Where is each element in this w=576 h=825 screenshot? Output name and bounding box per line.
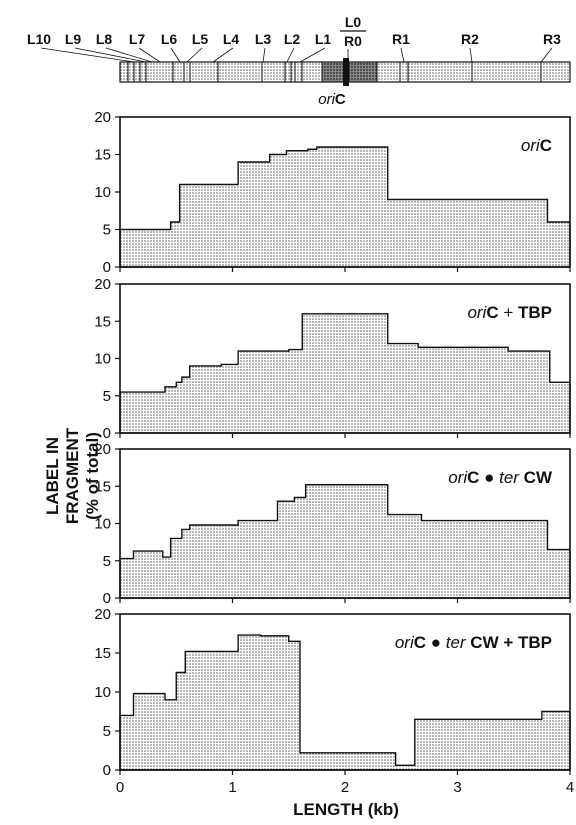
map-fragment-leader — [74, 47, 147, 63]
panel-label: oriC ● ter CW + TBP — [395, 633, 552, 652]
map-label-top: L0 — [345, 14, 362, 30]
panel-label-part: ori — [467, 303, 487, 322]
map-origin-label-part: C — [335, 91, 346, 108]
map-fragment-label: R1 — [392, 31, 410, 47]
y-tick-label: 15 — [94, 313, 111, 330]
map-fragment-leader — [299, 47, 326, 63]
y-tick-label: 15 — [94, 147, 111, 164]
map-label-bottom: R0 — [344, 33, 362, 49]
panel-4: 0 5 10 15 20 oriC ● ter CW + TBP — [94, 606, 571, 779]
panel-label-part: C — [414, 633, 431, 652]
x-tick-label: 2 — [341, 779, 349, 796]
y-tick-label: 20 — [94, 109, 111, 126]
step-area-series — [119, 484, 571, 599]
map-fragment-label: L3 — [255, 31, 272, 47]
y-tick-label: 20 — [94, 276, 111, 293]
map-fragment-leader — [400, 47, 405, 63]
map-fragment-leader — [286, 47, 295, 63]
y-tick-label: 0 — [103, 259, 111, 276]
y-tick-label: 10 — [94, 516, 111, 533]
map-fragment-label: L8 — [96, 31, 113, 47]
map-fragment-leader — [469, 47, 473, 63]
y-tick-label: 10 — [94, 351, 111, 368]
y-tick-label: 0 — [103, 425, 111, 442]
map-fragment-leader — [40, 47, 135, 63]
panel-label-part: ori — [395, 633, 415, 652]
panel-label-part: ori — [521, 136, 541, 155]
panel-label: oriC ● ter CW — [448, 468, 553, 487]
panel-label-part: CW + — [466, 633, 518, 652]
x-axis-title: LENGTH (kb) — [293, 800, 399, 819]
panel-label-part: CW — [519, 468, 553, 487]
map-fragment-label: L1 — [315, 31, 332, 47]
panel-label-part: ter — [499, 468, 520, 487]
map-fragment-leader — [262, 47, 266, 63]
x-tick-label: 4 — [566, 779, 574, 796]
map-fragment-label: L6 — [161, 31, 178, 47]
panel-label-part: ● — [484, 468, 499, 487]
y-axis-title-line2: FRAGMENT — [63, 427, 82, 524]
map-origin-region — [321, 61, 345, 83]
step-area-series — [119, 146, 571, 268]
y-tick-label: 20 — [94, 441, 111, 458]
map-fragment-label: L4 — [223, 31, 240, 47]
y-tick-label: 20 — [94, 606, 111, 623]
restriction-map: L10 L9 L8 L7 L6 L5 L4 L3 L2 L1 R1 R2 R3 L0 R0 oriC — [27, 14, 571, 108]
map-fragment-label: L10 — [27, 31, 51, 47]
map-origin-marker — [343, 58, 349, 86]
y-axis-title-line1: LABEL IN — [43, 437, 62, 515]
y-tick-label: 10 — [94, 184, 111, 201]
panel-2: 0 5 10 15 20 oriC + TBP — [94, 276, 571, 442]
panel-1: 0 5 10 15 20 oriC — [94, 109, 571, 276]
map-origin-region-right — [348, 61, 378, 83]
map-fragment-label: L7 — [129, 31, 146, 47]
y-tick-label: 15 — [94, 478, 111, 495]
map-fragment-leader — [186, 47, 203, 63]
y-tick-label: 5 — [103, 222, 111, 239]
y-tick-label: 0 — [103, 762, 111, 779]
map-fragment-leader — [138, 47, 161, 63]
map-fragment-leader — [170, 47, 181, 63]
map-fragment-label: R2 — [461, 31, 479, 47]
map-fragment-leader — [540, 47, 553, 63]
step-area-series — [119, 634, 571, 771]
y-tick-label: 5 — [103, 723, 111, 740]
step-area-series — [119, 313, 571, 434]
panel-label-part: ori — [448, 468, 468, 487]
map-fragment-label: R3 — [543, 31, 561, 47]
y-axis-title-line3: (% of total) — [83, 432, 102, 520]
panel-label: oriC — [521, 136, 552, 155]
map-fragment-label: L9 — [65, 31, 82, 47]
x-tick-label: 3 — [453, 779, 461, 796]
map-fragment-label: L2 — [284, 31, 301, 47]
panel-label-part: TBP — [518, 303, 552, 322]
map-fragment-label: L5 — [192, 31, 209, 47]
panel-label-part: + — [499, 303, 518, 322]
panel-label-part: C — [486, 303, 498, 322]
y-tick-label: 15 — [94, 645, 111, 662]
panel-label-part: C — [540, 136, 552, 155]
map-origin-label: oriC — [318, 91, 346, 108]
map-fragment-leader — [212, 47, 234, 63]
y-tick-label: 0 — [103, 590, 111, 607]
panel-label: oriC + TBP — [467, 303, 552, 322]
y-tick-label: 5 — [103, 388, 111, 405]
map-fragment-leader — [105, 47, 153, 63]
panel-label-part: TBP — [518, 633, 552, 652]
panel-label-part: ter — [446, 633, 467, 652]
panel-label-part: ● — [431, 633, 446, 652]
panel-3: 0 5 10 15 20 oriC ● ter CW — [94, 441, 571, 607]
map-origin-label-part: ori — [318, 91, 335, 108]
panel-label-part: C — [467, 468, 484, 487]
x-tick-label: 1 — [228, 779, 236, 796]
y-tick-label: 5 — [103, 553, 111, 570]
x-tick-label: 0 — [116, 779, 124, 796]
y-tick-label: 10 — [94, 684, 111, 701]
